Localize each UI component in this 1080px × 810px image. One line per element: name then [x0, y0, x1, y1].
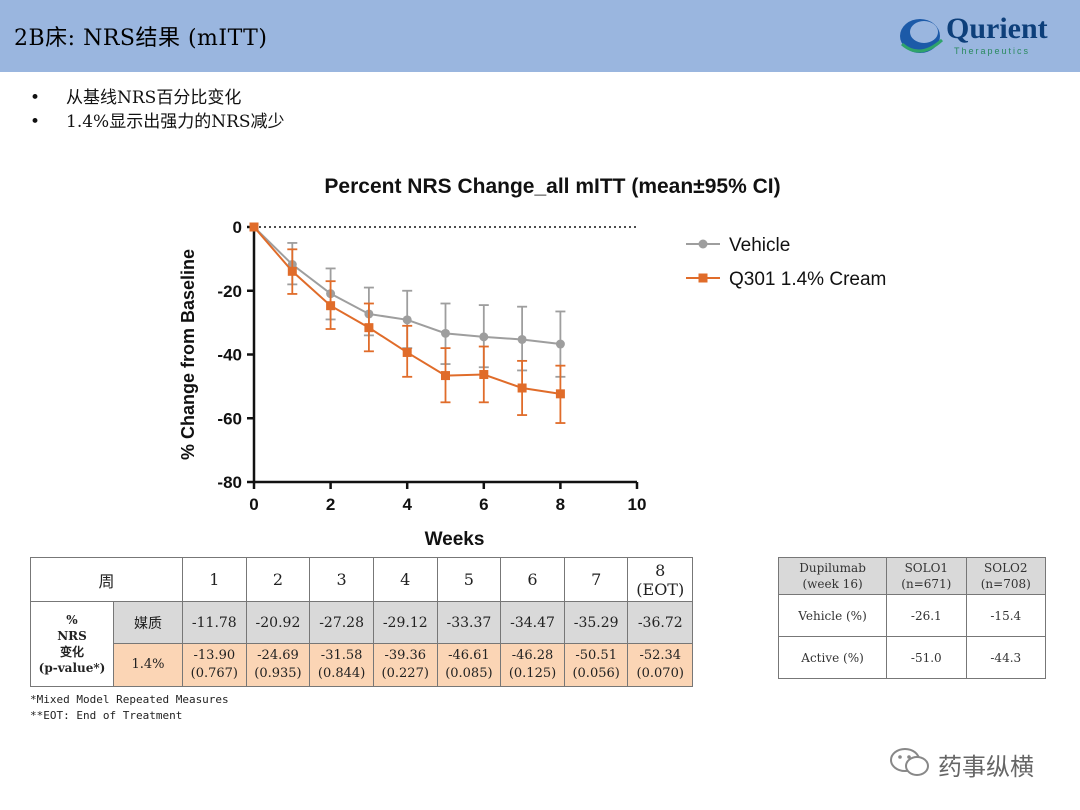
title-bar: 2B床: NRS结果 (mITT) Qurient Therapeutics	[0, 0, 1080, 72]
active-cell: -39.36 (0.227)	[372, 643, 438, 687]
active-cell: -50.51 (0.056)	[563, 643, 629, 687]
week-header: 4	[372, 557, 438, 602]
vehicle-cell: -20.92	[245, 601, 311, 644]
data-point	[555, 339, 565, 349]
x-axis-label: Weeks	[425, 529, 485, 550]
data-point	[287, 266, 297, 276]
data-point	[402, 347, 412, 357]
legend-marker	[698, 239, 708, 249]
slide-title: 2B床: NRS结果 (mITT)	[14, 26, 268, 51]
company-logo: Qurient Therapeutics	[896, 10, 1071, 62]
row-label: % NRS 变化 (p-value*)	[30, 601, 114, 687]
week-header: 1	[182, 557, 247, 602]
dupilumab-cell: Vehicle (%)	[777, 594, 888, 637]
x-tick-label: 0	[249, 495, 258, 514]
dupilumab-header: SOLO2 (n=708)	[965, 557, 1047, 595]
dupilumab-cell: -51.0	[886, 636, 967, 679]
dupilumab-cell: -26.1	[886, 594, 967, 637]
week-header-label: 周	[30, 557, 183, 602]
data-point	[517, 334, 527, 344]
bullet-dot-icon: •	[30, 88, 41, 108]
logo-swoosh-icon	[900, 19, 944, 53]
x-tick-label: 4	[402, 495, 412, 514]
vehicle-cell: -35.29	[563, 601, 629, 644]
vehicle-label: 媒质	[113, 601, 183, 644]
active-cell: -46.28 (0.125)	[500, 643, 565, 687]
vehicle-cell: -27.28	[309, 601, 374, 644]
series-active	[249, 222, 566, 424]
active-cell: -52.34 (0.070)	[627, 643, 693, 687]
dupilumab-cell: -44.3	[965, 636, 1047, 679]
active-cell: -46.61 (0.085)	[436, 643, 502, 687]
bullet-text: 1.4%显示出强力的NRS减少	[66, 112, 285, 132]
data-point	[326, 301, 336, 311]
nrs-weekly-table: 周 1 2 3 4 5 6 7 8 (EOT) % NRS 变化 (p-value*) 媒质 -11.…	[30, 557, 693, 687]
data-point	[479, 370, 489, 380]
footnote: **EOT: End of Treatment	[30, 709, 183, 722]
y-tick-label: -60	[217, 409, 242, 428]
logo-subtitle: Therapeutics	[954, 46, 1031, 56]
dupilumab-table: Dupilumab (week 16) SOLO1 (n=671) SOLO2 (n=70…	[777, 557, 1047, 679]
data-point	[441, 328, 450, 338]
bullet-item: • 1.4%显示出强力的NRS减少	[30, 110, 285, 134]
week-header: 2	[245, 557, 311, 602]
dupilumab-cell: -15.4	[965, 594, 1047, 637]
wechat-icon	[890, 748, 929, 776]
dupilumab-row: Vehicle (%) -26.1 -15.4	[777, 594, 1047, 637]
active-label: 1.4%	[113, 643, 183, 687]
dupilumab-header-row: Dupilumab (week 16) SOLO1 (n=671) SOLO2 (n=70…	[777, 557, 1047, 595]
vehicle-cell: -34.47	[500, 601, 565, 644]
vehicle-cell: -11.78	[182, 601, 247, 644]
data-point	[364, 323, 374, 333]
legend-label: Vehicle	[729, 235, 790, 256]
dupilumab-header: SOLO1 (n=671)	[886, 557, 967, 595]
chart-title: Percent NRS Change_all mITT (mean±95% CI…	[324, 175, 780, 198]
bullet-dot-icon: •	[30, 112, 41, 132]
legend-label: Q301 1.4% Cream	[729, 269, 886, 290]
active-cell: -13.90 (0.767)	[182, 643, 247, 687]
legend-marker	[698, 273, 708, 283]
active-cell: -31.58 (0.844)	[309, 643, 374, 687]
y-tick-label: -40	[217, 346, 242, 365]
nrs-line-chart: Percent NRS Change_all mITT (mean±95% CI…	[178, 175, 886, 550]
bullet-text: 从基线NRS百分比变化	[66, 88, 242, 108]
dupilumab-header: Dupilumab (week 16)	[777, 557, 888, 595]
table-row-vehicle: % NRS 变化 (p-value*) 媒质 -11.78 -20.92 -27.28 -2…	[30, 601, 693, 687]
vehicle-cell: -33.37	[436, 601, 502, 644]
x-tick-label: 8	[556, 495, 565, 514]
x-tick-label: 6	[479, 495, 488, 514]
week-header: 6	[500, 557, 565, 602]
x-tick-label: 2	[326, 495, 335, 514]
bullet-list: • 从基线NRS百分比变化 • 1.4%显示出强力的NRS减少	[30, 86, 285, 134]
watermark-text: 药事纵横	[938, 753, 1034, 781]
week-header: 8 (EOT)	[627, 557, 693, 602]
week-header: 5	[436, 557, 502, 602]
data-point	[249, 222, 259, 232]
week-header: 3	[309, 557, 374, 602]
watermark: 药事纵横	[888, 745, 1063, 781]
y-tick-label: -20	[217, 282, 242, 301]
bullet-item: • 从基线NRS百分比变化	[30, 86, 285, 110]
dupilumab-cell: Active (%)	[777, 636, 888, 679]
vehicle-cell: -36.72	[627, 601, 693, 644]
week-header: 7	[563, 557, 629, 602]
y-tick-label: 0	[233, 218, 242, 237]
table-row-active: 1.4% -13.90 (0.767) -24.69 (0.935) -31.58 (0.…	[31, 643, 693, 687]
data-point	[479, 332, 489, 342]
logo-name: Qurient	[946, 12, 1048, 45]
vehicle-cell: -29.12	[372, 601, 438, 644]
x-tick-label: 10	[628, 495, 647, 514]
data-point	[517, 383, 527, 393]
footnote: *Mixed Model Repeated Measures	[30, 693, 229, 706]
active-cell: -24.69 (0.935)	[245, 643, 311, 687]
table-header-row: 周 1 2 3 4 5 6 7 8 (EOT)	[30, 557, 693, 602]
y-axis-label: % Change from Baseline	[178, 249, 198, 460]
dupilumab-row: Active (%) -51.0 -44.3	[777, 636, 1047, 679]
footnotes: *Mixed Model Repeated Measures **EOT: En…	[30, 692, 229, 724]
data-point	[441, 371, 450, 381]
data-point	[555, 389, 565, 399]
y-tick-label: -80	[217, 473, 242, 492]
data-point	[402, 315, 412, 325]
